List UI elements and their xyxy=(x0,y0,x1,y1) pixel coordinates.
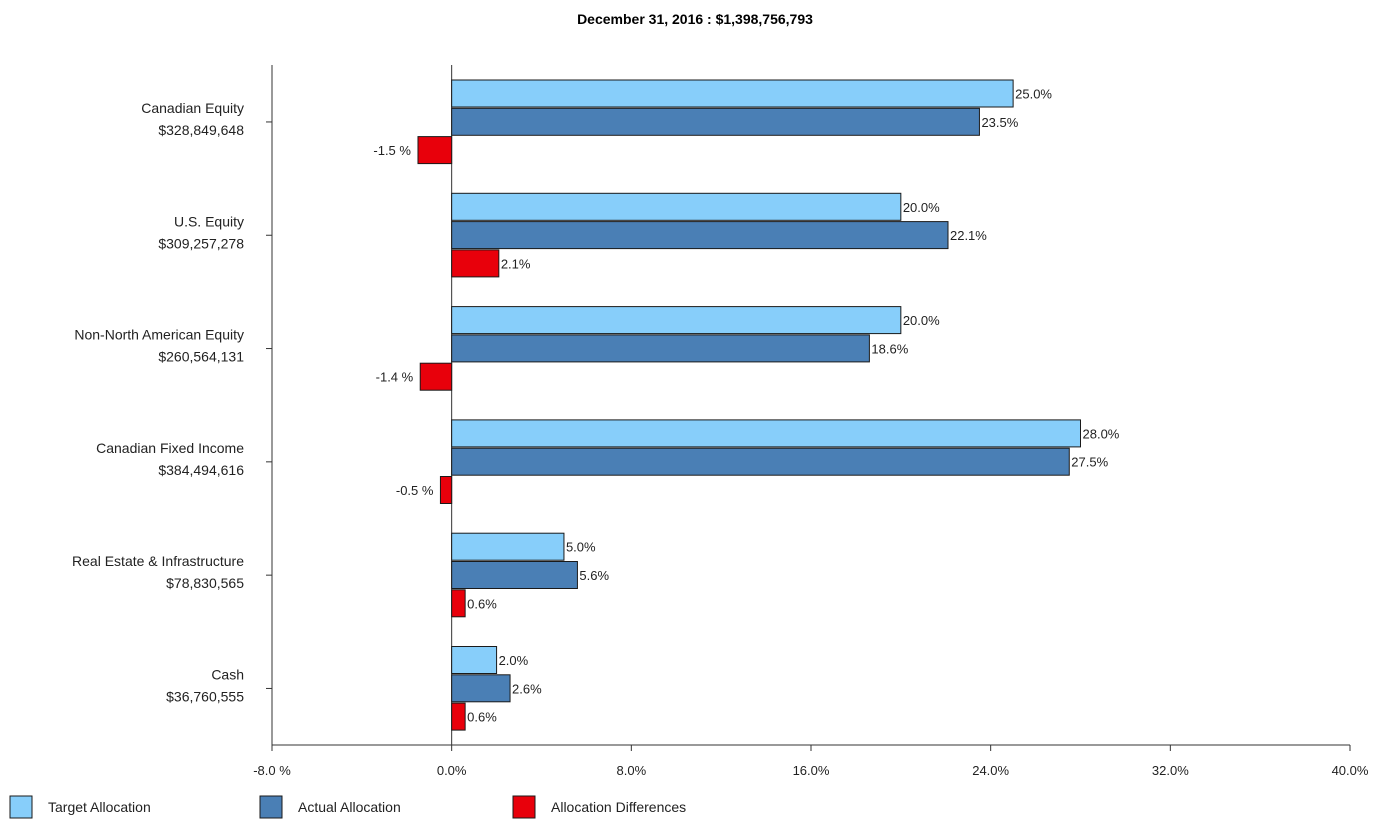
category-amount: $260,564,131 xyxy=(158,349,244,365)
category-amount: $328,849,648 xyxy=(158,122,244,138)
x-tick-label: 0.0% xyxy=(437,763,467,778)
data-label: 22.1% xyxy=(950,228,987,243)
data-label: 28.0% xyxy=(1083,426,1120,441)
legend-label: Actual Allocation xyxy=(298,799,401,815)
data-label: -1.4 % xyxy=(376,370,414,385)
data-label: 2.6% xyxy=(512,681,542,696)
bar xyxy=(451,532,565,561)
bar xyxy=(451,192,902,221)
x-tick-label: 24.0% xyxy=(972,763,1009,778)
legend-label: Allocation Differences xyxy=(551,799,686,815)
data-label: -1.5 % xyxy=(373,143,411,158)
bar xyxy=(451,561,578,589)
data-label: 20.0% xyxy=(903,313,940,328)
x-tick-label: 16.0% xyxy=(793,763,830,778)
bar xyxy=(451,589,466,618)
chart-title: December 31, 2016 : $1,398,756,793 xyxy=(577,11,813,27)
data-label: 5.6% xyxy=(579,568,609,583)
legend-swatch xyxy=(259,795,283,819)
bar xyxy=(451,79,1014,108)
bar xyxy=(451,702,466,731)
bar xyxy=(417,136,453,165)
data-label: 0.6% xyxy=(467,710,497,725)
category-label: Real Estate & Infrastructure xyxy=(72,553,244,569)
x-tick-label: 32.0% xyxy=(1152,763,1189,778)
bar xyxy=(419,362,453,391)
data-label: 2.0% xyxy=(499,653,529,668)
bar xyxy=(451,419,1081,448)
legend-label: Target Allocation xyxy=(48,799,151,815)
bar xyxy=(451,334,870,363)
x-tick-label: 40.0% xyxy=(1332,763,1369,778)
category-label: Canadian Fixed Income xyxy=(96,440,244,456)
bar xyxy=(451,646,498,674)
data-label: 0.6% xyxy=(467,596,497,611)
bar xyxy=(451,674,511,703)
bar xyxy=(451,249,500,278)
legend-swatch xyxy=(512,795,536,819)
bar xyxy=(451,107,980,136)
bar xyxy=(439,476,453,504)
x-tick-label: -8.0 % xyxy=(253,763,291,778)
category-label: U.S. Equity xyxy=(174,213,244,229)
category-label: Canadian Equity xyxy=(141,100,244,116)
data-label: 27.5% xyxy=(1071,455,1108,470)
data-label: 20.0% xyxy=(903,200,940,215)
bar xyxy=(451,447,1070,476)
category-label: Cash xyxy=(211,666,244,682)
bar xyxy=(451,306,902,335)
x-tick-label: 8.0% xyxy=(617,763,647,778)
category-amount: $384,494,616 xyxy=(158,462,244,478)
data-label: 25.0% xyxy=(1015,87,1052,102)
data-label: 18.6% xyxy=(871,341,908,356)
category-amount: $309,257,278 xyxy=(158,235,244,251)
legend: Target Allocation Actual Allocation Alloca… xyxy=(9,795,686,819)
legend-swatch xyxy=(9,795,33,819)
plot-area: -8.0 % 0.0% 8.0% 16.0% 24.0% 32.0% 40.0% Canadi… xyxy=(72,65,1369,778)
data-label: -0.5 % xyxy=(396,483,434,498)
data-label: 5.0% xyxy=(566,540,596,555)
category-amount: $78,830,565 xyxy=(166,575,244,591)
category-amount: $36,760,555 xyxy=(166,688,244,704)
data-label: 23.5% xyxy=(981,115,1018,130)
category-label: Non-North American Equity xyxy=(74,327,244,343)
data-label: 2.1% xyxy=(501,256,531,271)
bar xyxy=(451,221,949,250)
